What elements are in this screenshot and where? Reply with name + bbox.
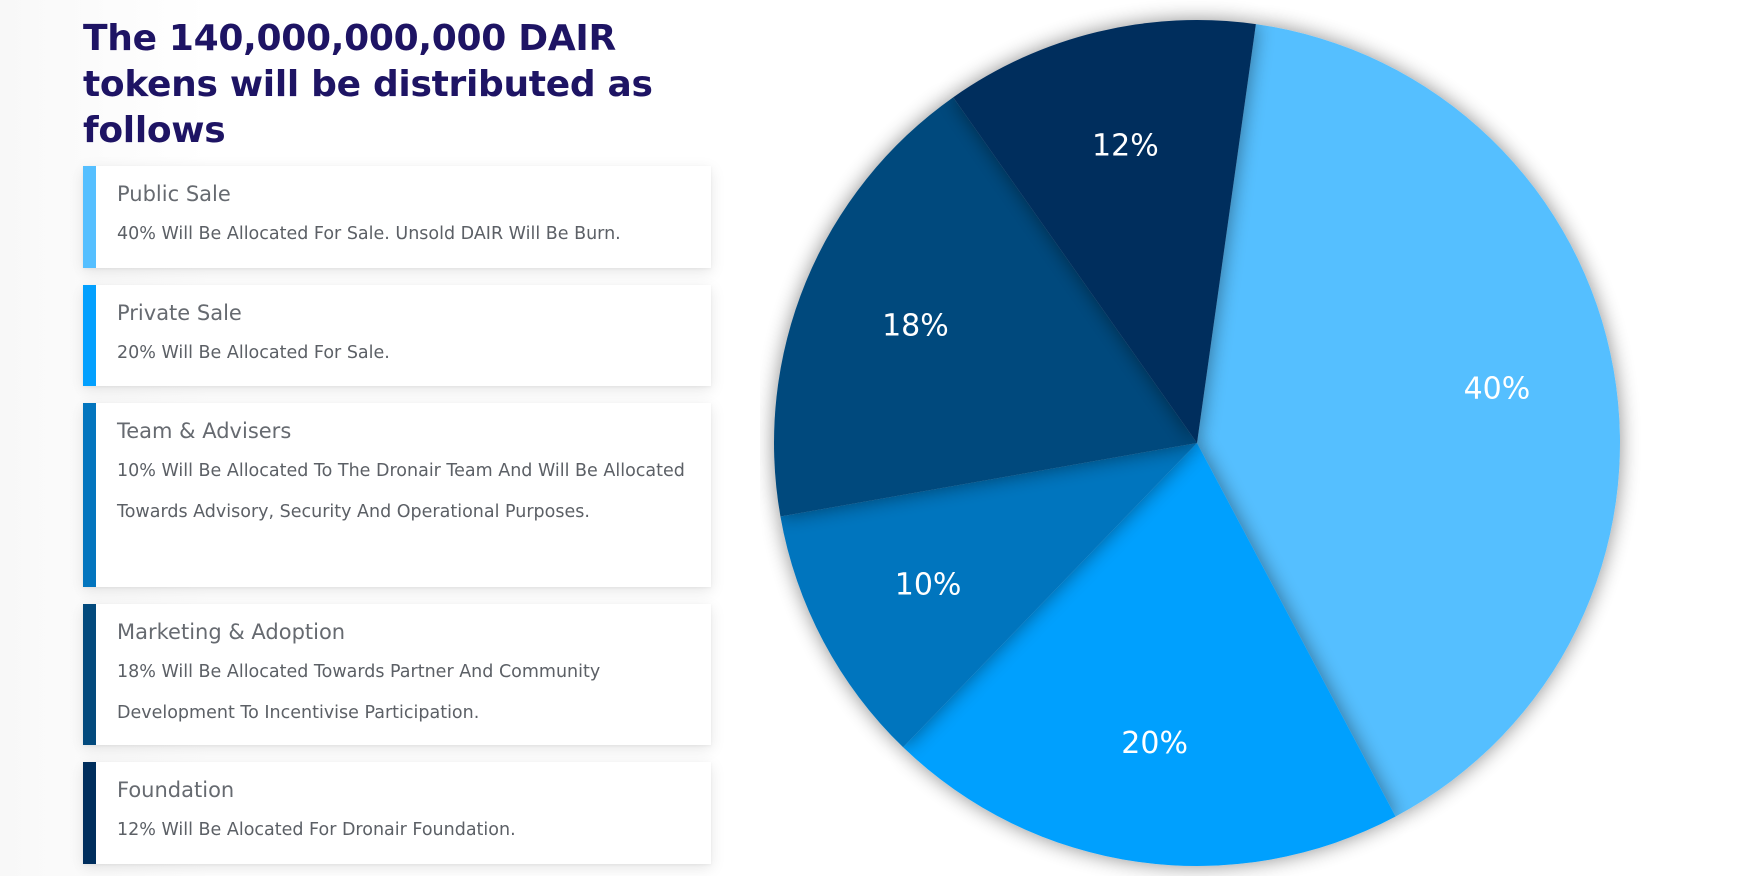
pie-chart-area: 40% 20% 10% 18% 12%	[760, 0, 1738, 876]
card-text: 40% Will Be Allocated For Sale. Unsold D…	[117, 224, 621, 244]
pie-slice-label: 18%	[882, 308, 949, 343]
pie-slice	[1197, 24, 1620, 817]
pie-slice	[903, 443, 1396, 866]
card-text: 18% Will Be Allocated Towards Partner An…	[117, 662, 601, 723]
card-title: Public Sale	[117, 182, 231, 206]
card-color-bar	[83, 604, 96, 745]
pie-slices	[774, 19, 1620, 866]
pie-slice-label: 10%	[895, 567, 962, 602]
card-text: 12% Will Be Alocated For Dronair Foundat…	[117, 820, 516, 840]
card-text: 10% Will Be Allocated To The Dronair Tea…	[117, 461, 685, 522]
page-title: The 140,000,000,000 DAIR tokens will be …	[83, 18, 653, 151]
card-title: Team & Advisers	[117, 419, 292, 443]
card-title: Foundation	[117, 778, 235, 802]
card-private-sale: Private Sale 20% Will Be Allocated For S…	[83, 285, 711, 386]
pie-slice	[774, 97, 1197, 517]
card-color-bar	[83, 166, 96, 268]
card-foundation: Foundation 12% Will Be Alocated For Dron…	[83, 762, 711, 864]
pie-slice-label: 20%	[1121, 726, 1188, 761]
pie-slice-label: 40%	[1464, 372, 1531, 407]
card-marketing-adoption: Marketing & Adoption 18% Will Be Allocat…	[83, 604, 711, 745]
card-text: 20% Will Be Allocated For Sale.	[117, 343, 390, 363]
pie-chart: 40% 20% 10% 18% 12%	[774, 19, 1620, 866]
card-color-bar	[83, 403, 96, 587]
card-color-bar	[83, 285, 96, 386]
pie-slice	[780, 443, 1197, 748]
pie-slice	[953, 19, 1256, 443]
pie-slice-label: 12%	[1092, 128, 1159, 163]
pie-labels: 40% 20% 10% 18% 12%	[882, 128, 1530, 761]
card-title: Marketing & Adoption	[117, 620, 346, 644]
card-color-bar	[83, 762, 96, 864]
card-public-sale: Public Sale 40% Will Be Allocated For Sa…	[83, 166, 711, 268]
card-title: Private Sale	[117, 301, 242, 325]
card-team-advisers: Team & Advisers 10% Will Be Allocated To…	[83, 403, 711, 587]
distribution-list: Public Sale 40% Will Be Allocated For Sa…	[83, 166, 711, 876]
